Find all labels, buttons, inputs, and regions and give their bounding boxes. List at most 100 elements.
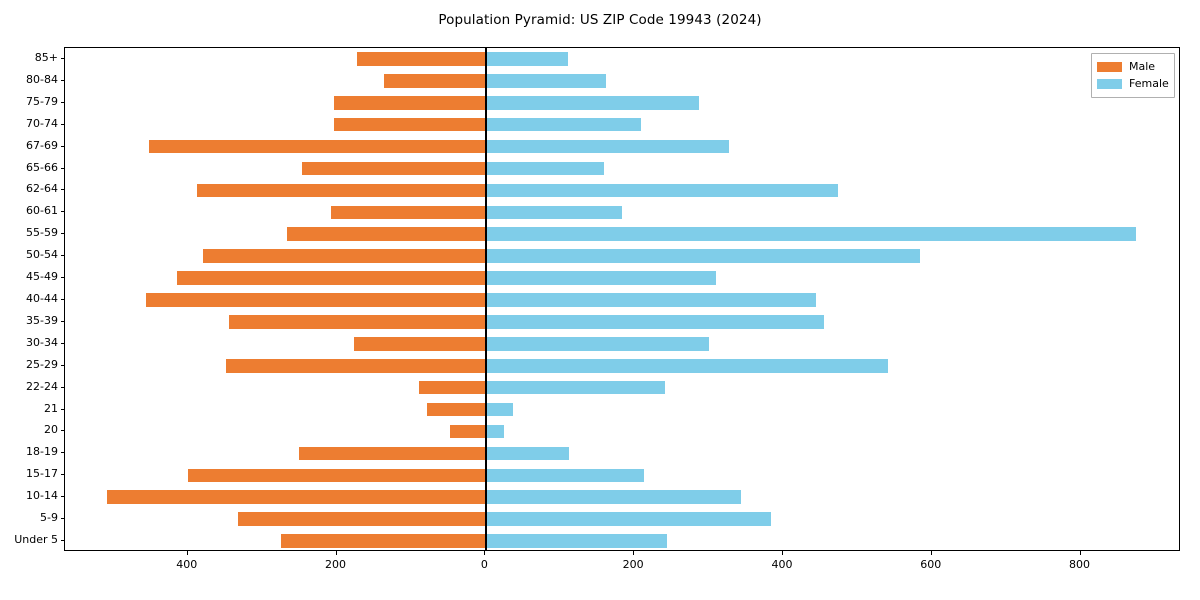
bar-male[interactable] xyxy=(238,512,486,526)
bar-male[interactable] xyxy=(228,315,486,329)
y-tick-mark xyxy=(60,167,64,169)
bar-group-25-29 xyxy=(65,358,1179,373)
legend-item-female[interactable]: Female xyxy=(1097,75,1169,92)
y-tick-mark xyxy=(60,540,64,542)
bar-female[interactable] xyxy=(485,74,606,88)
y-tick-label: 55-59 xyxy=(26,226,58,240)
bar-male[interactable] xyxy=(187,468,486,483)
bar-female[interactable] xyxy=(485,315,824,329)
page-title: Population Pyramid: US ZIP Code 19943 (2… xyxy=(438,12,762,28)
bar-female[interactable] xyxy=(485,490,742,504)
y-tick-label: 65-66 xyxy=(26,160,58,174)
y-tick-label: 80-84 xyxy=(26,72,58,86)
bars-layer xyxy=(65,48,1179,550)
y-tick-mark xyxy=(60,277,64,279)
bar-male[interactable] xyxy=(225,358,486,373)
bar-group-5-9 xyxy=(65,512,1179,526)
y-tick-mark xyxy=(60,364,64,366)
bar-female[interactable] xyxy=(485,534,667,548)
y-tick-label: 40-44 xyxy=(26,292,58,305)
y-tick-label: 67-69 xyxy=(26,138,58,152)
y-tick-label: 85+ xyxy=(34,50,58,64)
bar-male[interactable] xyxy=(450,424,486,439)
y-tick-label: 62-64 xyxy=(26,182,58,196)
bar-female[interactable] xyxy=(485,139,729,154)
bar-female[interactable] xyxy=(485,402,513,417)
x-tick-label: 0 xyxy=(480,558,488,571)
bar-female[interactable] xyxy=(485,468,644,483)
y-tick-mark xyxy=(60,408,64,410)
bar-male[interactable] xyxy=(330,205,486,220)
bar-group-35-39 xyxy=(65,315,1179,329)
bar-male[interactable] xyxy=(203,249,486,263)
bar-male[interactable] xyxy=(354,337,486,351)
y-tick-label: 10-14 xyxy=(26,489,58,503)
bar-male[interactable] xyxy=(419,380,486,395)
bar-male[interactable] xyxy=(149,139,486,154)
y-tick-mark xyxy=(60,342,64,344)
x-tick-label: 200 xyxy=(325,558,347,571)
bar-group-45-49 xyxy=(65,271,1179,285)
bar-group-40-44 xyxy=(65,293,1179,307)
y-tick-mark xyxy=(60,474,64,476)
bar-male[interactable] xyxy=(333,117,486,132)
bar-male[interactable] xyxy=(384,74,486,88)
bar-female[interactable] xyxy=(485,512,772,526)
bar-male[interactable] xyxy=(357,52,486,66)
bar-female[interactable] xyxy=(485,271,716,285)
bar-male[interactable] xyxy=(107,490,486,504)
y-tick-mark xyxy=(60,79,64,81)
bar-female[interactable] xyxy=(485,52,568,66)
bar-female[interactable] xyxy=(485,227,1137,242)
bar-female[interactable] xyxy=(485,293,816,307)
bar-male[interactable] xyxy=(280,534,486,548)
y-tick-mark xyxy=(60,255,64,257)
x-tick-label: 600 xyxy=(920,558,942,571)
y-tick-label: 25-29 xyxy=(26,357,58,371)
bar-male[interactable] xyxy=(176,271,486,285)
bar-group-70-74 xyxy=(65,117,1179,132)
x-tick-mark xyxy=(1079,551,1081,555)
y-tick-mark xyxy=(60,518,64,520)
y-tick-label: 20 xyxy=(44,423,58,437)
bar-male[interactable] xyxy=(287,227,486,242)
bar-female[interactable] xyxy=(485,183,838,198)
bar-group-85- xyxy=(65,52,1179,66)
y-tick-mark xyxy=(60,101,64,103)
legend-item-male[interactable]: Male xyxy=(1097,58,1169,75)
bar-female[interactable] xyxy=(485,249,920,263)
bar-male[interactable] xyxy=(301,161,486,176)
bar-female[interactable] xyxy=(485,337,709,351)
bar-female[interactable] xyxy=(485,95,699,110)
bar-male[interactable] xyxy=(427,402,486,417)
y-tick-label: 50-54 xyxy=(26,248,58,262)
bar-female[interactable] xyxy=(485,117,641,132)
x-tick-label: 400 xyxy=(771,558,793,571)
bar-group-under-5 xyxy=(65,534,1179,548)
bar-female[interactable] xyxy=(485,424,504,439)
y-tick-mark xyxy=(60,496,64,498)
bar-female[interactable] xyxy=(485,205,623,220)
bar-male[interactable] xyxy=(299,446,486,461)
bar-male[interactable] xyxy=(146,293,486,307)
bar-male[interactable] xyxy=(197,183,486,198)
y-tick-label: Under 5 xyxy=(14,533,58,547)
legend-swatch-male xyxy=(1097,61,1122,72)
x-tick-mark xyxy=(186,551,188,555)
y-tick-label: 30-34 xyxy=(26,335,58,349)
bar-male[interactable] xyxy=(333,95,486,110)
x-tick-mark xyxy=(484,551,486,555)
x-tick-mark xyxy=(335,551,337,555)
y-tick-mark xyxy=(60,189,64,191)
bar-female[interactable] xyxy=(485,380,666,395)
bar-group-50-54 xyxy=(65,249,1179,263)
x-tick-mark xyxy=(930,551,932,555)
legend-label: Female xyxy=(1129,77,1169,90)
bar-female[interactable] xyxy=(485,358,888,373)
y-tick-label: 5-9 xyxy=(40,511,58,525)
legend-label: Male xyxy=(1129,60,1156,73)
bar-group-21 xyxy=(65,402,1179,417)
bar-female[interactable] xyxy=(485,446,569,461)
y-tick-label: 70-74 xyxy=(26,116,58,130)
bar-female[interactable] xyxy=(485,161,604,176)
